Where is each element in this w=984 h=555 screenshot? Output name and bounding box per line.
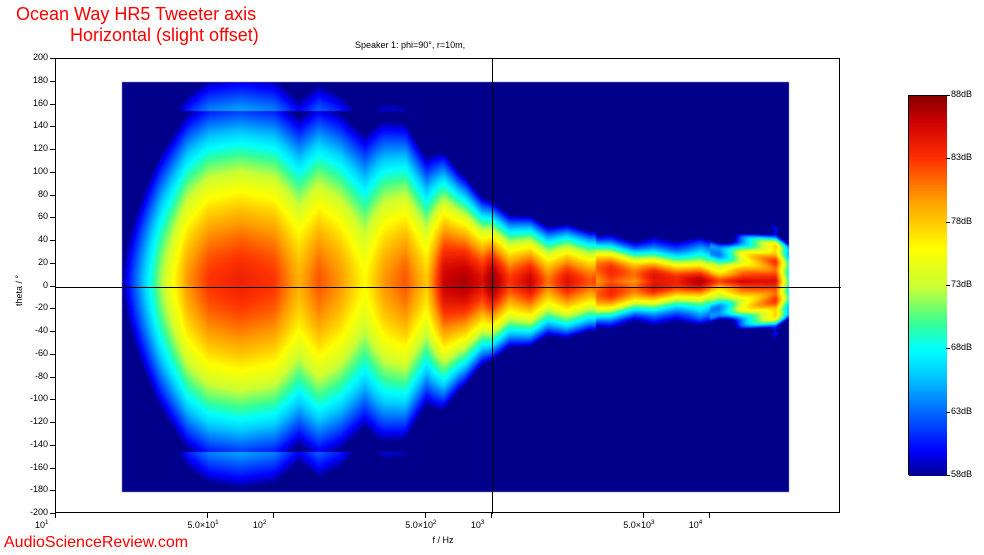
y-axis-title: theta / °: [14, 274, 24, 305]
y-tick-label: -100: [30, 393, 48, 403]
x-tick: [491, 513, 492, 518]
colorbar-tick: [946, 95, 950, 96]
colorbar: [908, 95, 946, 475]
colorbar-tick-label: 68dB: [951, 342, 972, 352]
y-tick: [50, 331, 55, 332]
y-tick: [50, 354, 55, 355]
chart-title-line2: Horizontal (slight offset): [70, 25, 259, 46]
x-tick-label: 5.0×103: [623, 519, 654, 530]
x-tick-label: 103: [471, 519, 485, 530]
directivity-heatmap: [55, 58, 840, 513]
y-tick: [50, 263, 55, 264]
x-tick-label: 5.0×101: [187, 519, 218, 530]
colorbar-tick: [946, 158, 950, 159]
x-tick: [425, 513, 426, 518]
y-tick-label: 180: [33, 75, 48, 85]
y-tick-label: 20: [38, 257, 48, 267]
crosshair-vertical: [492, 59, 493, 514]
y-tick-label: -160: [30, 462, 48, 472]
y-tick: [50, 490, 55, 491]
y-tick-label: 200: [33, 52, 48, 62]
y-tick-label: -200: [30, 507, 48, 517]
y-tick-label: -80: [35, 371, 48, 381]
colorbar-tick-label: 63dB: [951, 406, 972, 416]
y-tick-label: -20: [35, 302, 48, 312]
y-tick: [50, 81, 55, 82]
y-tick: [50, 445, 55, 446]
crosshair-horizontal: [56, 287, 841, 288]
y-tick-label: -140: [30, 439, 48, 449]
y-tick-label: 80: [38, 189, 48, 199]
y-tick: [50, 377, 55, 378]
y-tick: [50, 286, 55, 287]
colorbar-canvas: [909, 96, 947, 476]
y-tick-label: -60: [35, 348, 48, 358]
y-tick: [50, 58, 55, 59]
x-tick-label: 5.0×102: [405, 519, 436, 530]
x-tick: [273, 513, 274, 518]
chart-title-block: Ocean Way HR5 Tweeter axis Horizontal (s…: [16, 4, 259, 46]
colorbar-tick: [946, 285, 950, 286]
chart-title-line1: Ocean Way HR5 Tweeter axis: [16, 4, 259, 25]
chart-subtitle: Speaker 1: phi=90°, r=10m,: [355, 40, 465, 50]
colorbar-tick-label: 58dB: [951, 469, 972, 479]
y-tick: [50, 240, 55, 241]
y-tick-label: 0: [43, 280, 48, 290]
colorbar-tick: [946, 222, 950, 223]
x-tick: [709, 513, 710, 518]
y-tick-label: 140: [33, 120, 48, 130]
colorbar-tick-label: 78dB: [951, 216, 972, 226]
y-tick-label: 100: [33, 166, 48, 176]
y-tick: [50, 468, 55, 469]
y-tick-label: -40: [35, 325, 48, 335]
y-tick: [50, 308, 55, 309]
x-tick: [55, 513, 56, 518]
x-tick: [207, 513, 208, 518]
y-tick-label: -120: [30, 416, 48, 426]
y-tick: [50, 217, 55, 218]
colorbar-tick-label: 88dB: [951, 89, 972, 99]
y-tick-label: 60: [38, 211, 48, 221]
colorbar-tick: [946, 412, 950, 413]
y-tick-label: -180: [30, 484, 48, 494]
footer-watermark: AudioScienceReview.com: [4, 534, 188, 552]
colorbar-tick: [946, 475, 950, 476]
colorbar-tick-label: 83dB: [951, 152, 972, 162]
x-tick-label: 102: [253, 519, 267, 530]
y-tick: [50, 172, 55, 173]
x-tick-label: 104: [689, 519, 703, 530]
x-tick: [643, 513, 644, 518]
y-tick-label: 120: [33, 143, 48, 153]
y-tick: [50, 399, 55, 400]
colorbar-tick-label: 73dB: [951, 279, 972, 289]
y-tick: [50, 149, 55, 150]
y-tick: [50, 422, 55, 423]
x-axis-title: f / Hz: [433, 535, 454, 545]
y-tick-label: 160: [33, 98, 48, 108]
y-tick: [50, 195, 55, 196]
x-tick-label: 101: [35, 519, 49, 530]
colorbar-tick: [946, 348, 950, 349]
y-tick: [50, 126, 55, 127]
y-tick-label: 40: [38, 234, 48, 244]
y-tick: [50, 104, 55, 105]
